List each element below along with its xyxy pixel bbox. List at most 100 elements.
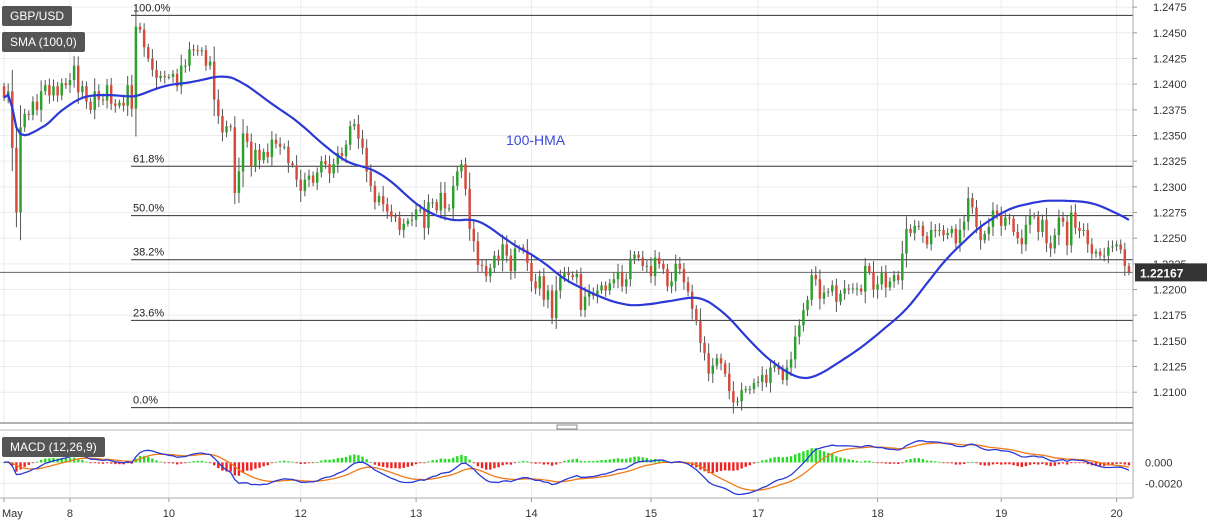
macd-histogram-bar [484, 462, 488, 470]
macd-histogram-bar [357, 455, 360, 463]
candle-body [868, 265, 871, 273]
macd-histogram-bar [662, 460, 665, 463]
macd-histogram-bar [777, 456, 780, 463]
candle-body [798, 325, 801, 337]
candle-body [443, 192, 447, 209]
macd-histogram-bar [929, 460, 933, 463]
macd-histogram-bar [19, 462, 22, 470]
macd-histogram-bar [905, 459, 908, 463]
candle-body [962, 221, 966, 230]
macd-badge[interactable]: MACD (12,26,9) [2, 437, 105, 457]
macd-histogram-bar [596, 460, 599, 463]
macd-histogram-bar [892, 462, 896, 464]
macd-histogram-bar [818, 449, 822, 463]
macd-histogram-bar [402, 462, 405, 468]
candle-body [707, 353, 710, 374]
candle-body [987, 226, 991, 235]
macd-histogram-bar [579, 460, 583, 463]
candle-body [946, 233, 949, 236]
sma-badge[interactable]: SMA (100,0) [2, 32, 85, 52]
candle-body [266, 151, 270, 158]
macd-histogram-bar [637, 456, 640, 463]
macd-histogram-bar [1016, 462, 1019, 467]
candle-body [583, 296, 587, 311]
macd-histogram-bar [489, 462, 492, 470]
macd-histogram-bar [707, 462, 710, 474]
macd-histogram-bar [262, 462, 265, 467]
macd-histogram-bar [431, 460, 434, 463]
candle-body [806, 299, 809, 311]
current-price-label: 1.22167 [1140, 266, 1184, 280]
macd-histogram-bar [48, 458, 51, 463]
candle-body [105, 85, 109, 101]
macd-histogram-bar [909, 458, 912, 463]
candle-body [204, 50, 208, 66]
candle-body [942, 229, 945, 236]
hma-line [3, 75, 1130, 380]
macd-histogram-bar [938, 461, 941, 463]
macd-histogram-bar [295, 462, 298, 464]
candle-body [925, 236, 929, 245]
macd-histogram-bar [142, 455, 146, 463]
candle-body [921, 225, 925, 237]
macd-histogram-bar [728, 462, 731, 471]
candle-body [1102, 255, 1106, 257]
macd-histogram-bar [493, 462, 496, 469]
candle-body [1107, 247, 1110, 256]
macd-histogram-bar [105, 462, 109, 464]
macd-histogram-bar [744, 462, 747, 467]
candle-body [23, 113, 26, 128]
candle-body [732, 391, 735, 403]
candle-body [715, 358, 719, 366]
macd-histogram-bar [340, 457, 344, 463]
symbol-badge[interactable]: GBP/USD [2, 6, 73, 26]
candle-body [653, 257, 657, 277]
candle-body [64, 83, 68, 86]
candle-body [892, 275, 896, 282]
macd-histogram-bar [31, 462, 35, 464]
candle-body [620, 272, 624, 287]
macd-histogram-bar [616, 458, 620, 463]
candle-body [414, 209, 418, 220]
candle-body [690, 291, 694, 310]
candle-body [72, 65, 76, 81]
candle-body [781, 369, 785, 380]
candle-body [765, 374, 768, 383]
candle-body [229, 126, 232, 128]
candle-body [365, 147, 368, 172]
candle-body [435, 202, 438, 211]
candle-body [711, 365, 715, 374]
macd-histogram-bar [917, 458, 920, 463]
candle-body [843, 288, 846, 294]
candle-body [740, 390, 743, 402]
candle-body [245, 133, 249, 142]
candle-body [451, 185, 455, 209]
candle-body [608, 283, 612, 291]
macd-histogram-bar [761, 460, 764, 463]
panel-resize-handle[interactable] [556, 424, 578, 430]
macd-histogram-bar [991, 462, 995, 465]
candle-body [752, 382, 756, 390]
candle-body [258, 149, 261, 161]
macd-histogram-bar [571, 459, 574, 463]
macd-histogram-bar [369, 461, 372, 463]
candle-body [2, 86, 6, 98]
candle-body [587, 292, 591, 297]
candle-body [542, 276, 546, 300]
candle-body [999, 214, 1003, 226]
candle-body [975, 207, 978, 227]
candle-body [831, 285, 834, 292]
candle-body [719, 358, 723, 364]
candle-body [826, 291, 830, 293]
macd-histogram-bar [77, 459, 80, 463]
fib-level-label: 0.0% [133, 395, 158, 407]
candle-body [431, 202, 434, 204]
candle-body [76, 65, 80, 93]
candle-body [196, 50, 199, 52]
candle-body [274, 139, 278, 144]
time-tick-label: 14 [525, 508, 537, 520]
macd-histogram-bar [1020, 462, 1024, 467]
macd-histogram-bar [645, 457, 649, 463]
macd-histogram-bar [530, 462, 533, 464]
